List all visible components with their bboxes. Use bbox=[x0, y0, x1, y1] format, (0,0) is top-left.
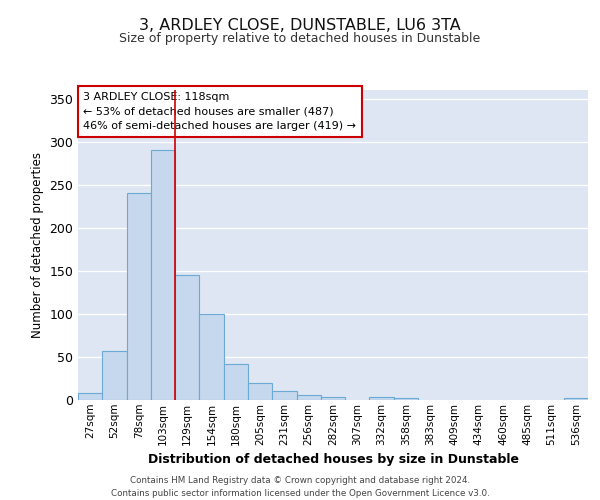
Bar bbox=[370, 396, 394, 400]
Text: Contains HM Land Registry data © Crown copyright and database right 2024.
Contai: Contains HM Land Registry data © Crown c… bbox=[110, 476, 490, 498]
Bar bbox=[175, 275, 199, 400]
Text: 3 ARDLEY CLOSE: 118sqm
← 53% of detached houses are smaller (487)
46% of semi-de: 3 ARDLEY CLOSE: 118sqm ← 53% of detached… bbox=[83, 92, 356, 131]
Bar bbox=[248, 383, 272, 400]
Bar bbox=[394, 398, 418, 400]
X-axis label: Distribution of detached houses by size in Dunstable: Distribution of detached houses by size … bbox=[148, 453, 518, 466]
Text: 3, ARDLEY CLOSE, DUNSTABLE, LU6 3TA: 3, ARDLEY CLOSE, DUNSTABLE, LU6 3TA bbox=[139, 18, 461, 32]
Bar bbox=[151, 150, 175, 400]
Bar bbox=[78, 393, 102, 400]
Bar bbox=[321, 396, 345, 400]
Text: Size of property relative to detached houses in Dunstable: Size of property relative to detached ho… bbox=[119, 32, 481, 45]
Bar bbox=[224, 364, 248, 400]
Bar bbox=[272, 392, 296, 400]
Bar bbox=[127, 194, 151, 400]
Y-axis label: Number of detached properties: Number of detached properties bbox=[31, 152, 44, 338]
Bar bbox=[102, 351, 127, 400]
Bar bbox=[564, 398, 588, 400]
Bar bbox=[199, 314, 224, 400]
Bar bbox=[296, 395, 321, 400]
